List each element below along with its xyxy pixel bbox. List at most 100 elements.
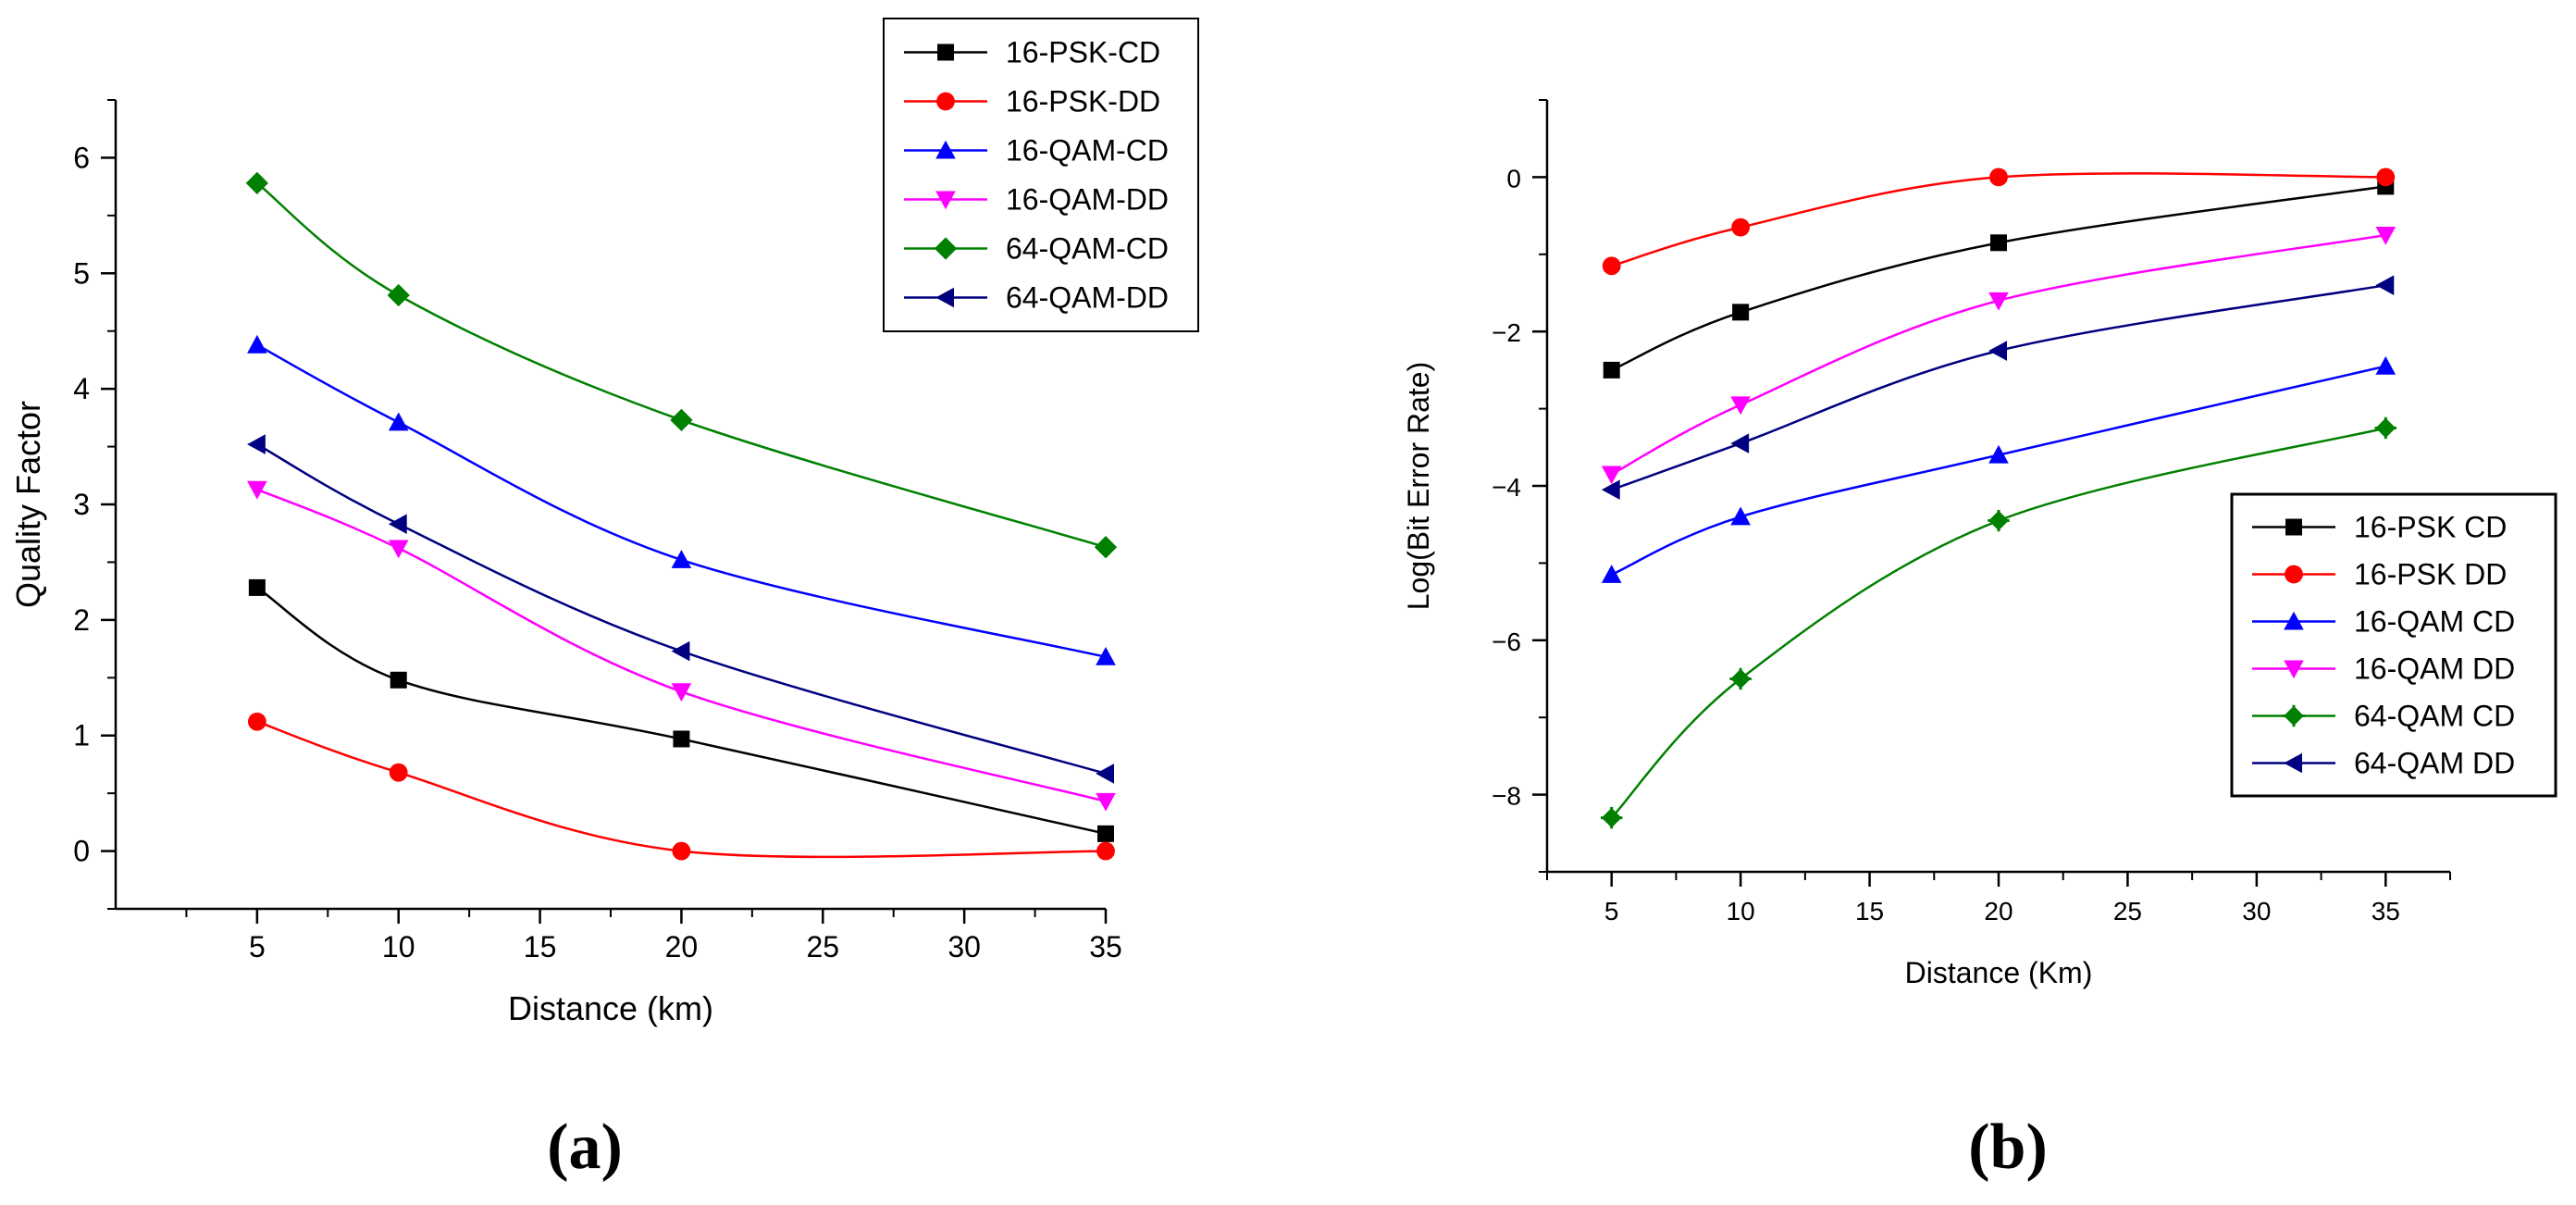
data-point — [670, 408, 693, 432]
legend-entry: 16-PSK DD — [2252, 558, 2507, 591]
y-tick-label: −2 — [1492, 318, 1521, 347]
data-point — [1094, 536, 1118, 559]
series-line — [1611, 233, 2386, 476]
y-tick-label: 0 — [1506, 164, 1521, 193]
y-tick-label: 2 — [73, 603, 90, 637]
x-tick-label: 10 — [1727, 897, 1755, 925]
series-64-qam-dd — [1601, 275, 2395, 500]
legend-marker — [2284, 660, 2304, 679]
data-point — [673, 730, 690, 748]
series-line — [256, 488, 1107, 803]
legend-marker — [935, 140, 956, 159]
legend-label: 16-PSK DD — [2354, 558, 2507, 591]
series-16-qam-dd — [1601, 226, 2396, 485]
series-line — [256, 720, 1107, 859]
data-point — [1989, 168, 2008, 187]
x-tick-label: 15 — [524, 930, 557, 963]
y-tick-label: 5 — [73, 256, 90, 290]
series-16-psk-dd — [247, 712, 1115, 861]
x-tick-label: 30 — [2242, 897, 2271, 925]
data-point — [388, 412, 409, 431]
y-tick-label: 1 — [73, 719, 90, 752]
legend-label: 64-QAM-CD — [1006, 232, 1169, 266]
legend-label: 16-QAM CD — [2354, 605, 2515, 639]
y-tick-label: −6 — [1492, 627, 1521, 656]
legend-entry: 16-PSK-CD — [904, 36, 1160, 69]
data-point — [1096, 647, 1116, 665]
legend-label: 64-QAM CD — [2354, 700, 2515, 733]
legend-box — [2230, 492, 2557, 798]
data-point — [1990, 234, 2007, 252]
legend-marker — [2285, 518, 2302, 536]
legend-label: 16-PSK-CD — [1006, 36, 1160, 69]
legend-label: 16-PSK-DD — [1006, 85, 1160, 118]
data-point — [389, 763, 408, 782]
x-tick-label: 25 — [2113, 897, 2142, 925]
x-tick-label: 5 — [249, 930, 266, 963]
series-16-qam-cd — [1601, 355, 2396, 583]
x-tick-label: 20 — [665, 930, 699, 963]
series-line — [1611, 185, 2386, 372]
legend-marker — [936, 92, 955, 111]
legend-entry: 16-PSK-DD — [904, 85, 1160, 118]
data-point — [1988, 444, 2009, 464]
legend-marker — [2285, 565, 2303, 584]
data-point — [1988, 341, 2007, 361]
x-tick-label: 5 — [1604, 897, 1619, 925]
data-point — [248, 578, 266, 596]
y-axis-title: Quality Factor — [9, 401, 47, 608]
legend-label: 64-QAM-DD — [1006, 281, 1169, 315]
data-point — [1096, 841, 1115, 861]
y-tick-label: −8 — [1492, 782, 1521, 811]
data-point — [387, 283, 410, 307]
legend-entry: 16-QAM-CD — [904, 134, 1169, 168]
legend: 16-PSK-CD 16-PSK-DD 16-QAM-CD 16-QAM-DD 64-Q… — [883, 18, 1199, 332]
data-point — [1730, 396, 1751, 416]
data-point — [1988, 292, 2009, 311]
series-line — [1611, 172, 2386, 267]
x-tick-label: 20 — [1984, 897, 2012, 925]
data-point — [2376, 168, 2396, 187]
legend-marker — [935, 287, 954, 308]
x-tick-label: 30 — [947, 930, 981, 963]
legend-entry: 16-QAM CD — [2252, 605, 2515, 639]
series-16-psk-cd — [248, 578, 1114, 842]
data-point — [671, 683, 692, 702]
data-point — [1603, 361, 1620, 379]
data-point — [671, 640, 690, 662]
legend-label: 16-PSK CD — [2354, 511, 2507, 544]
y-tick-label: 4 — [73, 372, 90, 405]
series-line — [256, 181, 1107, 549]
series-16-qam-cd — [247, 334, 1116, 665]
x-tick-label: 25 — [806, 930, 839, 963]
chart-a: 5 10 15 20 25 30 35 0 1 2 3 4 5 6 Distance (km) Quality… — [9, 18, 1199, 1183]
legend-marker — [2284, 752, 2302, 774]
data-point — [2375, 355, 2396, 375]
data-point — [1601, 565, 1622, 583]
legend-entry: 16-QAM-DD — [904, 183, 1169, 217]
y-tick-label: −4 — [1492, 473, 1521, 502]
series-16-psk-cd — [1603, 178, 2395, 379]
x-tick-label: 15 — [1855, 897, 1884, 925]
data-point — [1601, 806, 1623, 829]
panel-label: (a) — [547, 1112, 623, 1183]
data-point — [1729, 667, 1752, 690]
data-point — [390, 671, 407, 689]
series-line — [1611, 365, 2386, 577]
legend: 16-PSK CD 16-PSK DD 16-QAM CD 16-QAM DD 64-Q… — [2230, 492, 2557, 798]
legend-marker — [934, 237, 958, 260]
data-point — [1730, 506, 1751, 526]
series-64-qam-cd — [245, 171, 1118, 559]
series-64-qam-cd — [1601, 416, 2396, 829]
x-tick-label: 10 — [382, 930, 415, 963]
data-point — [1601, 466, 1622, 485]
data-point — [671, 550, 692, 568]
data-point — [1096, 792, 1116, 812]
data-point — [1601, 479, 1620, 500]
data-point — [247, 334, 267, 354]
y-tick-label: 6 — [73, 141, 90, 174]
x-tick-label: 35 — [2372, 897, 2400, 925]
y-tick-label: 0 — [73, 835, 90, 868]
data-point — [672, 841, 691, 861]
